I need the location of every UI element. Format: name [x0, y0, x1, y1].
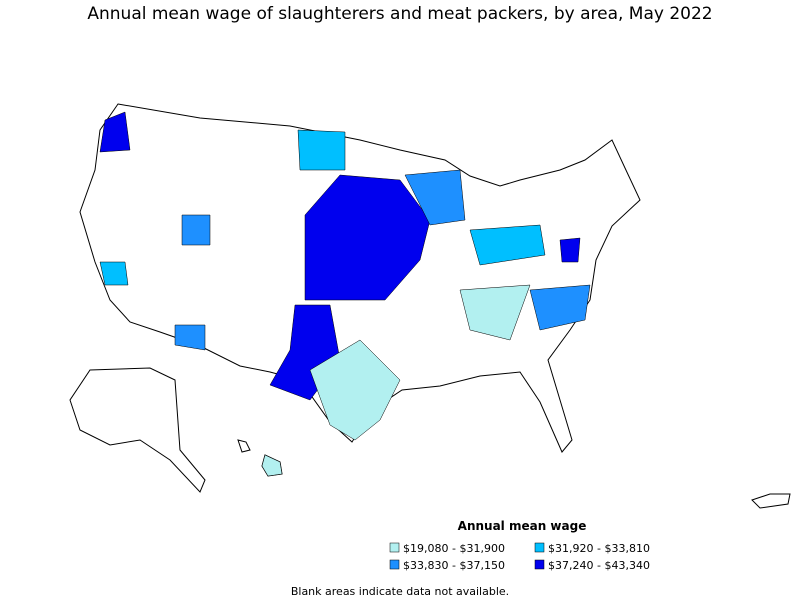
idaho-region	[181, 214, 211, 246]
legend-label: $19,080 - $31,900	[403, 542, 505, 555]
legend-swatch	[389, 542, 400, 553]
legend-swatch	[389, 559, 400, 570]
southeast-region	[459, 284, 531, 341]
hawaii-islands	[237, 439, 251, 453]
ohio-valley-region	[469, 224, 546, 266]
legend-title: Annual mean wage	[458, 519, 587, 533]
midwest-region	[404, 169, 466, 226]
map-title: Annual mean wage of slaughterers and mea…	[87, 4, 712, 24]
legend-swatch	[534, 542, 545, 553]
legend-label: $37,240 - $43,340	[548, 559, 650, 572]
washington-region	[99, 111, 131, 153]
legend-label: $31,920 - $33,810	[548, 542, 650, 555]
alaska	[69, 367, 206, 493]
plains-region	[304, 174, 431, 301]
mid-atlantic-region	[559, 237, 581, 263]
legend-label: $33,830 - $37,150	[403, 559, 505, 572]
map	[69, 103, 791, 509]
california-region	[99, 261, 129, 286]
arizona-region	[174, 324, 206, 351]
hawaii-region	[261, 454, 283, 477]
legend-swatch	[534, 559, 545, 570]
carolina-region	[529, 284, 591, 331]
legend: $19,080 - $31,900 $31,920 - $33,810 $33,83…	[389, 542, 650, 572]
texas-region	[309, 339, 401, 441]
footnote: Blank areas indicate data not available.	[291, 585, 509, 598]
north-dakota-region	[297, 129, 346, 171]
puerto-rico	[751, 493, 791, 509]
